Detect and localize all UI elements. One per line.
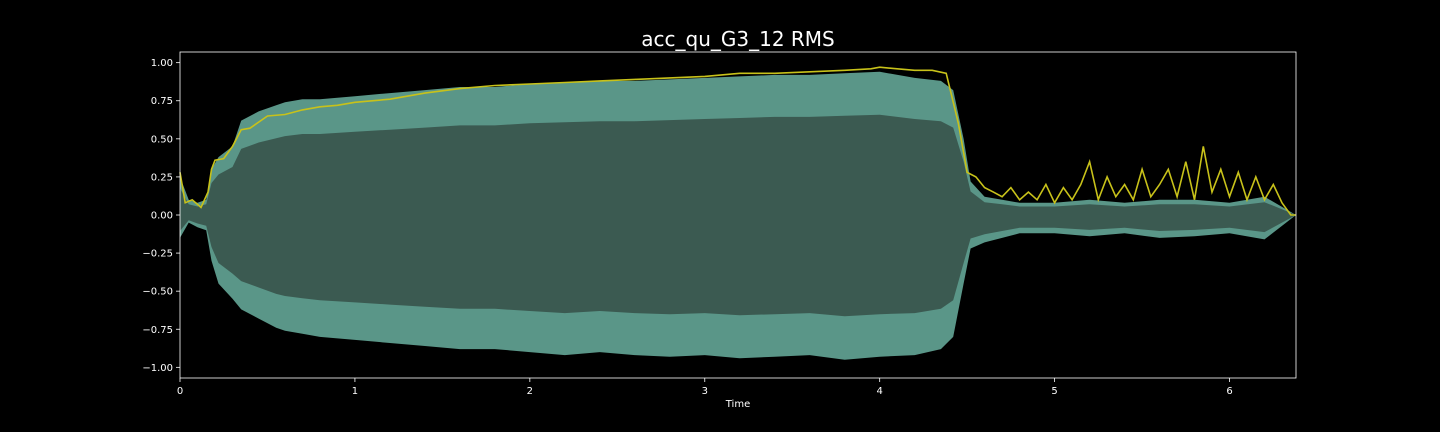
y-tick-label: −0.50: [142, 287, 173, 298]
x-tick-label: 2: [527, 386, 533, 397]
x-tick-label: 3: [702, 386, 708, 397]
y-tick-label: 0.75: [151, 96, 173, 107]
y-axis: 1.00 0.75 0.50 0.25 0.00 −0.25 −0.50 −0.75 −1.00: [142, 58, 180, 374]
x-tick-label: 1: [352, 386, 358, 397]
plot-area: [179, 66, 1296, 360]
y-tick-label: 0.00: [151, 211, 173, 222]
y-tick-label: −1.00: [142, 363, 173, 374]
x-tick-label: 4: [876, 386, 882, 397]
y-tick-label: 0.25: [151, 172, 173, 183]
x-axis: 0 1 2 3 4 5 6: [177, 378, 1233, 397]
x-tick-label: 5: [1051, 386, 1057, 397]
x-tick-label: 6: [1226, 386, 1232, 397]
x-axis-label: Time: [725, 399, 750, 410]
y-tick-label: −0.75: [142, 325, 173, 336]
rms-line: [179, 66, 1296, 216]
waveform-body: [180, 114, 1296, 317]
x-tick-label: 0: [177, 386, 183, 397]
y-tick-label: −0.25: [142, 249, 173, 260]
y-tick-label: 1.00: [151, 58, 173, 69]
y-tick-label: 0.50: [151, 134, 173, 145]
axes-frame: [179, 51, 1297, 379]
chart-title: acc_qu_G3_12 RMS: [641, 27, 835, 51]
